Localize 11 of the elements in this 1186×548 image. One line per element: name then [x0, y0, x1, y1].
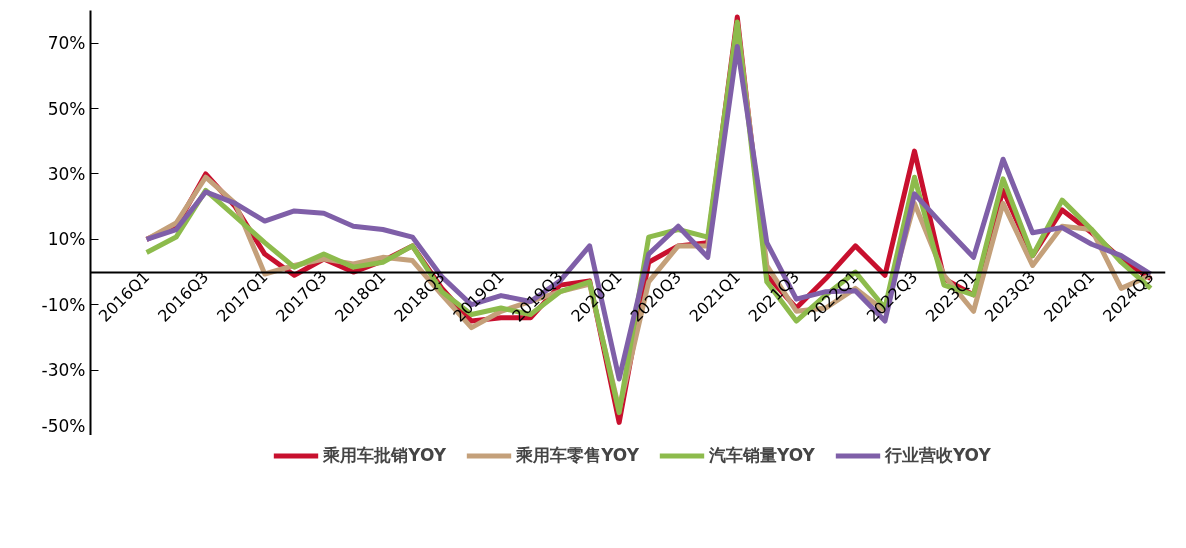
y-tick-label: 70% — [47, 33, 86, 54]
legend-label: 汽车销量YOY — [709, 443, 815, 467]
y-tick-label: -30% — [41, 360, 86, 381]
legend-label: 乘用车批销YOY — [323, 443, 447, 467]
y-tick-label: 10% — [47, 229, 86, 250]
y-tick-label: 30% — [47, 163, 86, 184]
legend-label: 行业营收YOY — [884, 443, 991, 467]
legend-label: 乘用车零售YOY — [516, 443, 639, 467]
y-tick-label: 50% — [47, 98, 86, 119]
y-tick-label: -50% — [41, 415, 86, 436]
y-tick-label: -10% — [41, 294, 86, 315]
